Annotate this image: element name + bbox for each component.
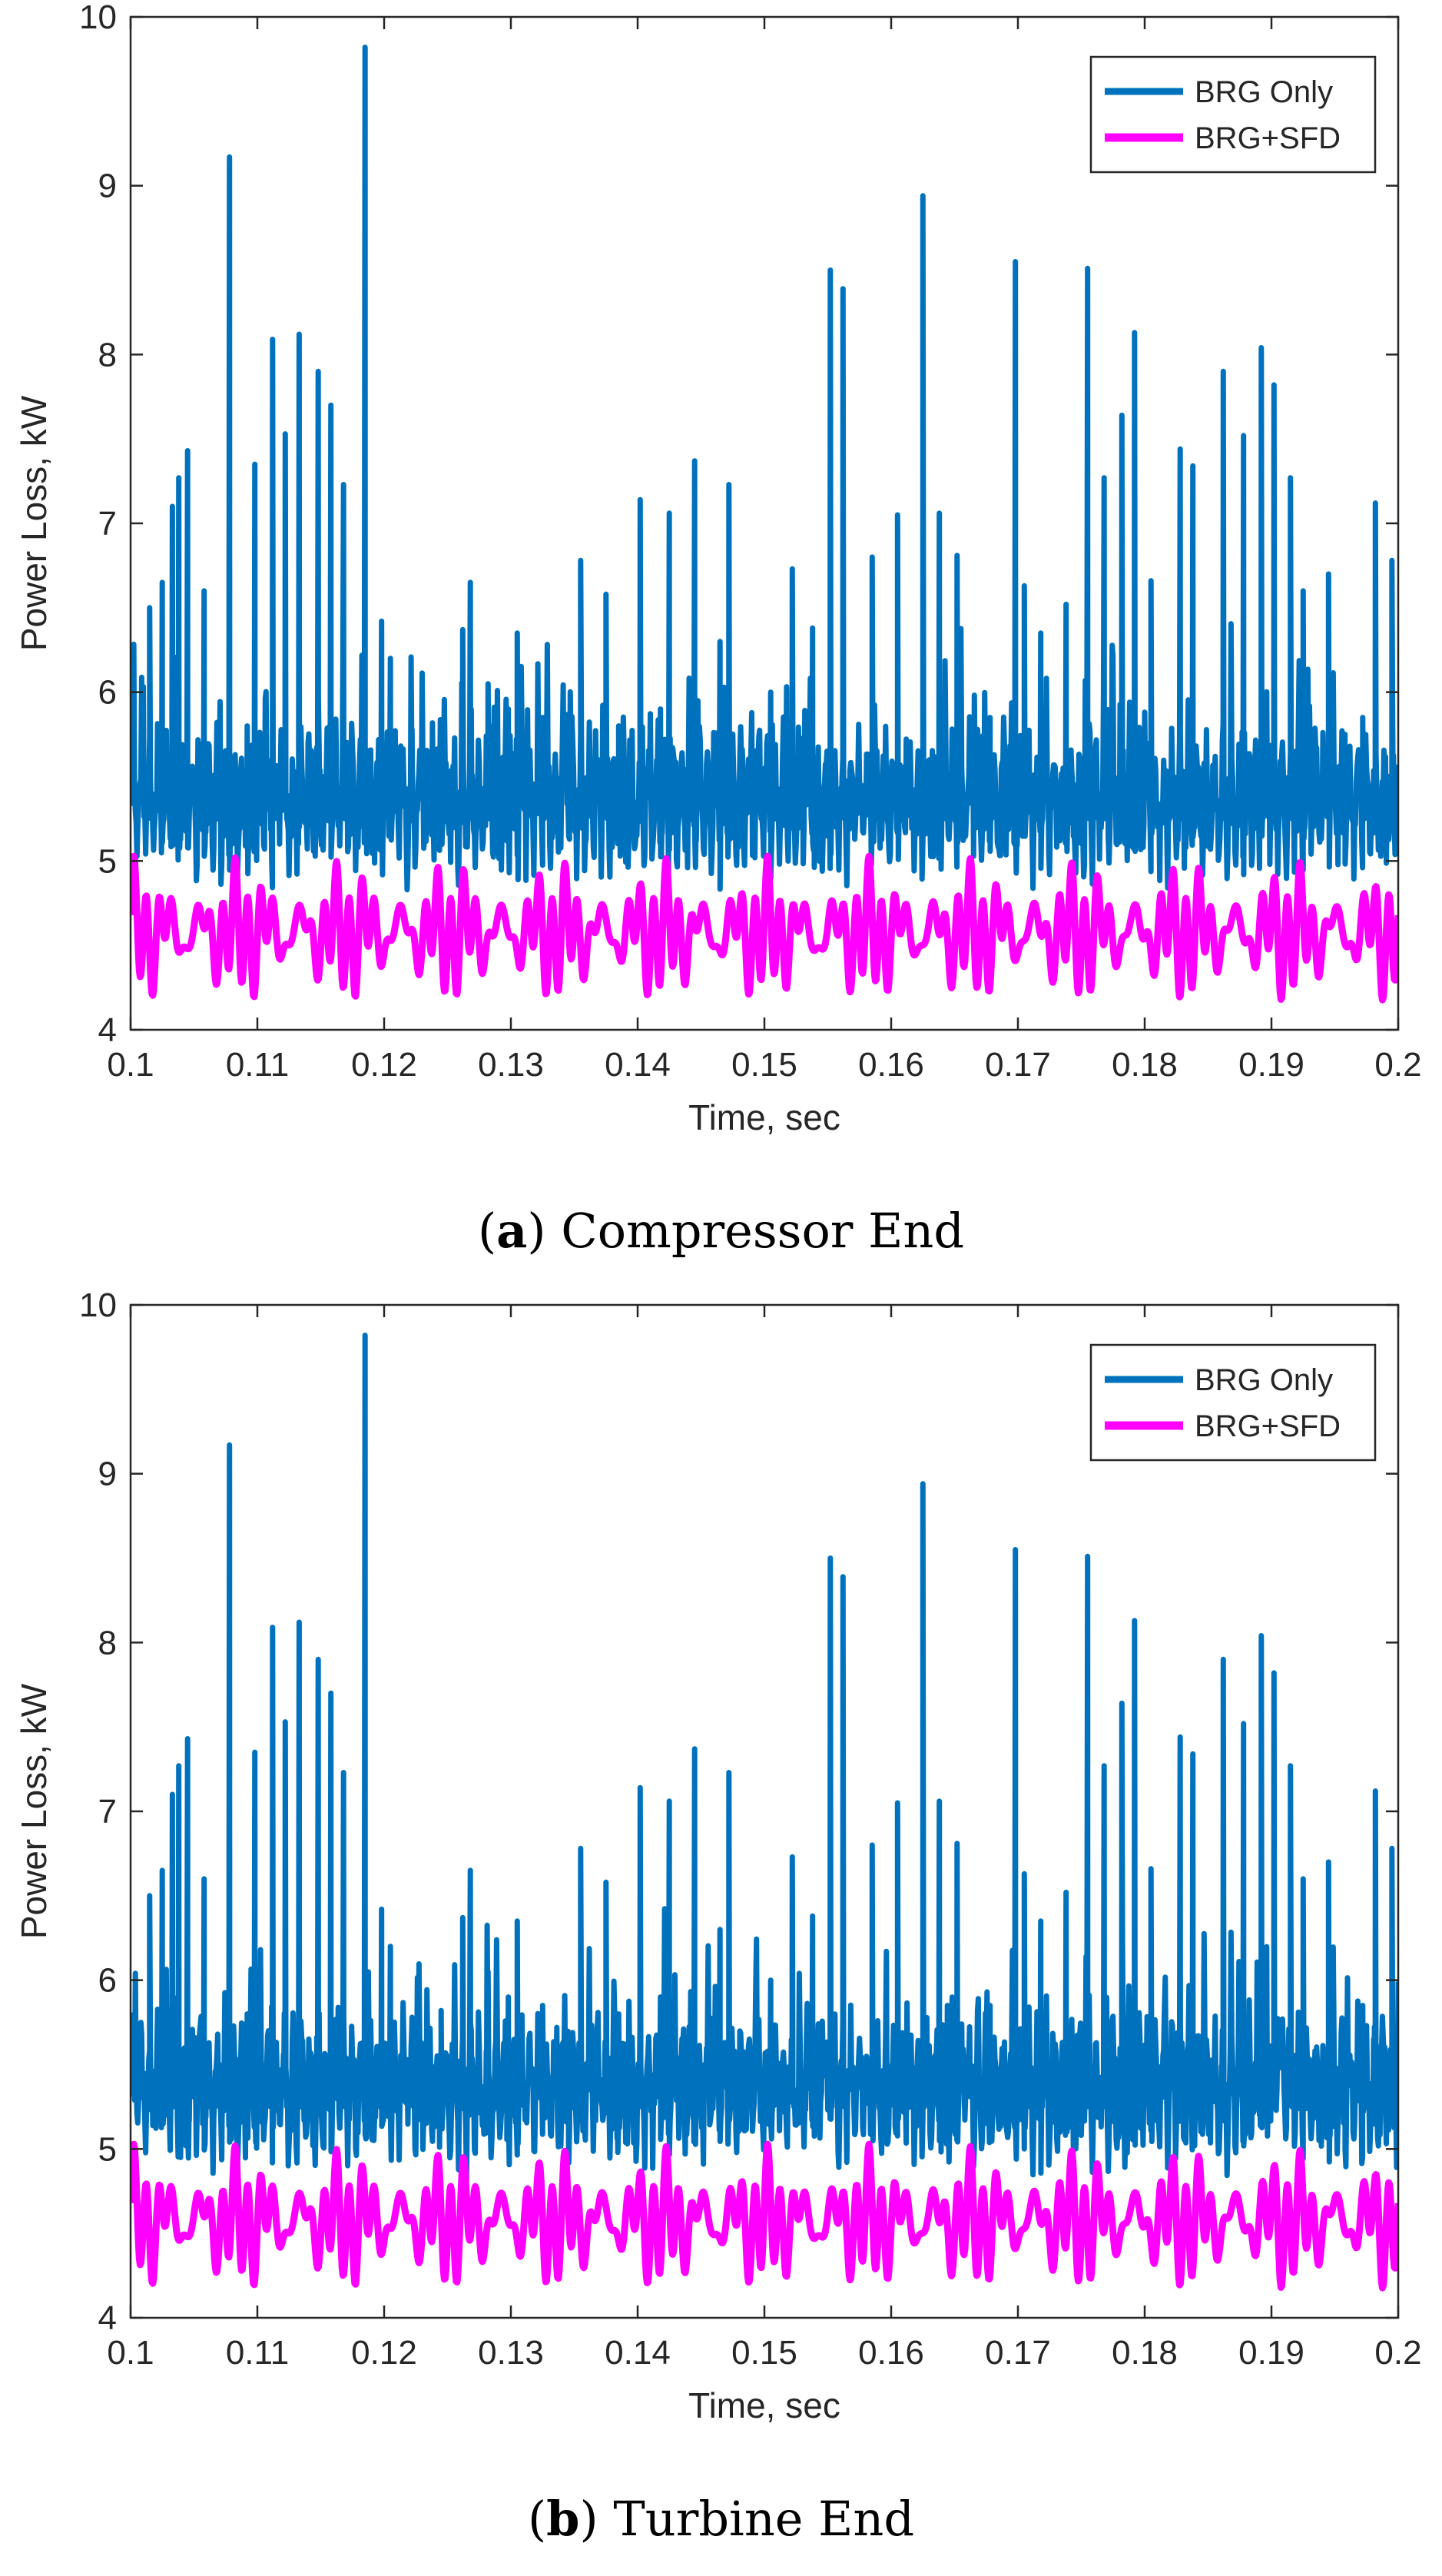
x-tick-label: 0.17 [985,2334,1051,2372]
caption-turbine-end: (b) Turbine End [527,2491,915,2547]
x-tick-label: 0.17 [985,1046,1051,1084]
chart-compressor-end: 0.1 0.11 0.12 0.13 0.14 0.15 0.16 0.17 0.18 0.19 0… [14,0,1422,1137]
legend-box [1089,1343,1377,1462]
series-line-brg-only [131,45,1398,893]
figure-panel-b: 0.1 0.11 0.12 0.13 0.14 0.15 0.16 0.17 0.18 0.19 0… [0,1288,1442,2576]
y-axis-label: Power Loss, kW [14,395,54,651]
y-tick-label: 5 [98,842,117,880]
x-tick-label: 0.1 [107,1046,154,1084]
y-tick-label: 6 [98,1962,117,2000]
x-axis-label: Time, sec [688,1097,840,1137]
y-tick-label: 10 [79,0,117,36]
chart-turbine-end: 0.1 0.11 0.12 0.13 0.14 0.15 0.16 0.17 0.18 0.19 0… [14,1288,1422,2425]
y-tick-label: 7 [98,505,117,543]
series-group [131,45,1398,1004]
series-group [131,1333,1398,2292]
x-tick-label: 0.2 [1374,2334,1421,2372]
y-tick-label: 8 [98,1624,117,1661]
x-tick-label: 0.16 [858,1046,924,1084]
series-line-brg-sfd [131,852,1398,1004]
y-tick-label: 5 [98,2130,117,2168]
x-tick-label: 0.11 [226,2334,289,2372]
x-tick-label: 0.12 [351,2334,417,2372]
legend-box [1089,55,1377,174]
x-tick-label: 0.14 [605,2334,671,2372]
x-tick-label: 0.14 [605,1046,671,1084]
legend-label: BRG+SFD [1195,1409,1341,1443]
series-line-brg-sfd [131,2140,1398,2292]
x-tick-label: 0.19 [1238,1046,1304,1084]
x-tick-label: 0.1 [107,2334,154,2372]
y-tick-label: 4 [98,2299,117,2337]
y-axis-label: Power Loss, kW [14,1683,54,1939]
y-tick-label: 9 [98,1456,117,1493]
series-line-brg-only [131,1333,1398,2182]
x-tick-label: 0.15 [731,2334,797,2372]
y-tick-label: 6 [98,674,117,712]
x-tick-label: 0.11 [226,1046,289,1084]
y-tick-label: 7 [98,1793,117,1831]
caption-text: Turbine End [613,2491,915,2547]
y-tick-label: 4 [98,1011,117,1049]
x-tick-label: 0.16 [858,2334,924,2372]
x-tick-label: 0.15 [731,1046,797,1084]
caption-letter: b [546,2491,580,2547]
x-tick-label: 0.12 [351,1046,417,1084]
caption-compressor-end: (a) Compressor End [477,1203,965,1259]
y-tick-label: 10 [79,1288,117,1324]
x-tick-label: 0.13 [478,1046,544,1084]
x-tick-label: 0.18 [1112,2334,1178,2372]
y-tick-label: 9 [98,168,117,205]
caption-letter: a [496,1203,528,1259]
legend-label: BRG Only [1195,75,1333,109]
x-tick-label: 0.2 [1374,1046,1421,1084]
x-tick-label: 0.13 [478,2334,544,2372]
legend-label: BRG+SFD [1195,121,1341,155]
legend-label: BRG Only [1195,1363,1333,1397]
caption-text: Compressor End [561,1203,965,1259]
x-tick-label: 0.18 [1112,1046,1178,1084]
x-axis-label: Time, sec [688,2385,840,2425]
y-tick-label: 8 [98,336,117,373]
figure-panel-a: 0.1 0.11 0.12 0.13 0.14 0.15 0.16 0.17 0.18 0.19 0… [14,0,1422,1259]
x-tick-label: 0.19 [1238,2334,1304,2372]
